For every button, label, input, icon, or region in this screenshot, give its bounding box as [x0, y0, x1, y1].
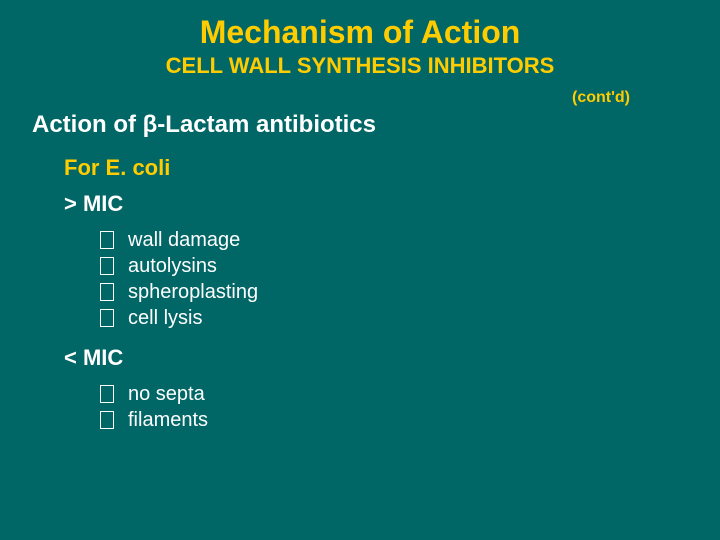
list-item-label: no septa — [128, 381, 205, 407]
title-sub: CELL WALL SYNTHESIS INHIBITORS — [0, 53, 720, 79]
contd-label: (cont'd) — [0, 89, 720, 107]
list-item-label: filaments — [128, 407, 208, 433]
list-item-label: cell lysis — [128, 305, 202, 331]
bullet-icon — [100, 411, 114, 429]
list-item: autolysins — [100, 253, 720, 279]
list-item-label: wall damage — [128, 227, 240, 253]
bullet-icon — [100, 283, 114, 301]
title-main: Mechanism of Action — [0, 0, 720, 51]
bullet-icon — [100, 231, 114, 249]
list-item-label: spheroplasting — [128, 279, 258, 305]
section1-label: > MIC — [0, 191, 720, 217]
bullet-icon — [100, 257, 114, 275]
heading: Action of β-Lactam antibiotics — [0, 111, 720, 139]
list-item: cell lysis — [100, 305, 720, 331]
list-item: no septa — [100, 381, 720, 407]
subheading: For E. coli — [0, 155, 720, 181]
list-item-label: autolysins — [128, 253, 217, 279]
list-item: wall damage — [100, 227, 720, 253]
bullet-icon — [100, 309, 114, 327]
section2-label: < MIC — [0, 345, 720, 371]
bullet-icon — [100, 385, 114, 403]
section1-list: wall damage autolysins spheroplasting ce… — [0, 227, 720, 331]
section2-list: no septa filaments — [0, 381, 720, 433]
list-item: spheroplasting — [100, 279, 720, 305]
list-item: filaments — [100, 407, 720, 433]
